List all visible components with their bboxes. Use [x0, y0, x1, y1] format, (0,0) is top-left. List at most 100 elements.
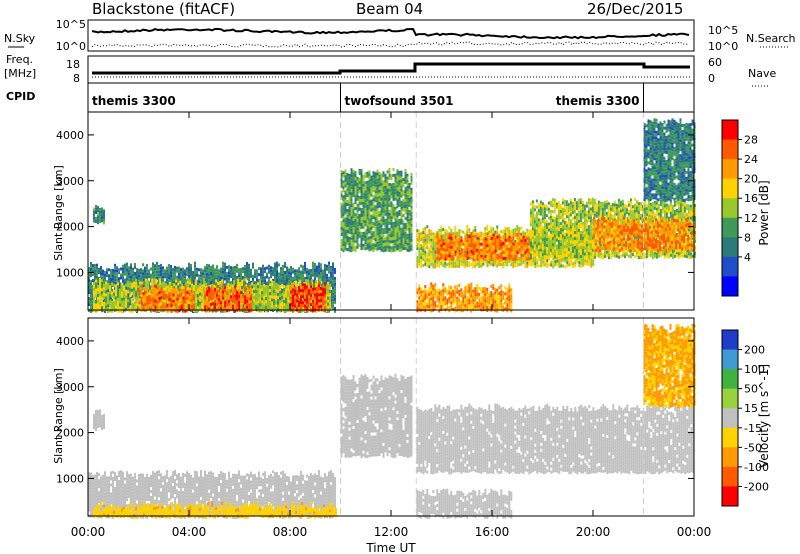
heatmap-cell: [496, 294, 499, 298]
heatmap-cell: [95, 219, 97, 223]
heatmap-cell: [257, 288, 260, 292]
heatmap-cell: [156, 298, 159, 302]
heatmap-cell: [510, 297, 513, 301]
heatmap-cell: [448, 294, 451, 298]
heatmap-cell: [382, 216, 385, 220]
heatmap-cell: [184, 294, 187, 298]
heatmap-cell: [214, 277, 216, 281]
heatmap-cell: [406, 197, 409, 201]
heatmap-cell: [260, 267, 262, 271]
heatmap-cell: [436, 260, 439, 264]
heatmap-cell: [274, 262, 276, 266]
heatmap-cell: [195, 309, 198, 313]
heatmap-cell: [334, 297, 336, 301]
heatmap-cell: [396, 172, 399, 176]
heatmap-cell: [332, 283, 334, 287]
heatmap-cell: [285, 309, 288, 313]
heatmap-cell: [222, 299, 225, 303]
heatmap-cell: [94, 263, 96, 267]
heatmap-cell: [318, 305, 320, 309]
heatmap-cell: [304, 279, 306, 283]
heatmap-cell: [360, 217, 363, 220]
heatmap-cell: [428, 259, 431, 263]
heatmap-cell: [334, 306, 336, 310]
heatmap-cell: [130, 263, 132, 267]
heatmap-cell: [494, 291, 497, 295]
heatmap-cell: [112, 280, 114, 284]
heatmap-cell: [152, 297, 155, 301]
heatmap-cell: [364, 247, 367, 251]
heatmap-cell: [170, 304, 173, 307]
heatmap-cell: [267, 291, 270, 295]
heatmap-cell: [154, 270, 156, 274]
heatmap-cell: [404, 193, 407, 196]
heatmap-cell: [376, 220, 379, 224]
heatmap-cell: [272, 273, 274, 276]
heatmap-cell: [292, 285, 294, 289]
heatmap-cell: [188, 274, 190, 278]
heatmap-cell: [290, 278, 292, 282]
heatmap-cell: [257, 285, 260, 289]
heatmap-cell: [438, 288, 441, 292]
heatmap-cell: [382, 174, 385, 178]
heatmap-cell: [456, 231, 459, 235]
heatmap-cell: [390, 213, 393, 217]
heatmap-cell: [203, 284, 206, 288]
heatmap-cell: [316, 301, 318, 305]
heatmap-cell: [474, 296, 477, 300]
heatmap-cell: [244, 286, 247, 290]
heatmap-cell: [352, 215, 355, 218]
heatmap-cell: [278, 302, 280, 306]
heatmap-cell: [380, 218, 383, 222]
heatmap-cell: [170, 310, 173, 313]
heatmap-cell: [200, 277, 202, 281]
heatmap-cell: [404, 205, 407, 208]
heatmap-cell: [162, 293, 165, 297]
heatmap-cell: [454, 225, 457, 229]
heatmap-cell: [508, 301, 511, 305]
heatmap-cell: [101, 309, 103, 313]
heatmap-cell: [396, 199, 399, 203]
heatmap-cell: [142, 292, 145, 296]
heatmap-cell: [362, 207, 365, 211]
heatmap-cell: [354, 246, 357, 250]
heatmap-cell: [388, 182, 391, 186]
heatmap-cell: [344, 220, 347, 224]
heatmap-cell: [362, 219, 365, 223]
heatmap-cell: [474, 228, 477, 232]
heatmap-cell: [422, 228, 425, 231]
heatmap-cell: [498, 298, 501, 301]
heatmap-cell: [294, 269, 296, 273]
heatmap-cell: [364, 238, 367, 242]
heatmap-cell: [243, 284, 246, 288]
heatmap-cell: [218, 275, 220, 279]
heatmap-cell: [172, 283, 174, 287]
heatmap-cell: [340, 184, 343, 188]
heatmap-cell: [384, 221, 387, 225]
heatmap-cell: [390, 192, 393, 196]
heatmap-cell: [396, 190, 399, 194]
heatmap-cell: [380, 179, 383, 183]
heatmap-cell: [240, 294, 243, 297]
heatmap-cell: [151, 284, 154, 288]
heatmap-cell: [140, 299, 143, 303]
heatmap-cell: [286, 269, 288, 273]
heatmap-cell: [420, 290, 423, 294]
heatmap-cell: [370, 226, 373, 230]
heatmap-cell: [139, 287, 142, 291]
heatmap-cell: [244, 307, 247, 311]
heatmap-cell: [418, 299, 421, 303]
heatmap-cell: [428, 256, 431, 260]
heatmap-cell: [222, 264, 224, 268]
heatmap-cell: [220, 301, 223, 305]
heatmap-cell: [486, 288, 489, 291]
heatmap-cell: [152, 303, 155, 307]
heatmap-cell: [456, 299, 459, 303]
heatmap-cell: [261, 294, 264, 298]
heatmap-cell: [478, 304, 481, 308]
heatmap-cell: [155, 281, 158, 285]
heatmap-cell: [284, 262, 286, 265]
heatmap-cell: [208, 279, 210, 283]
heatmap-cell: [301, 297, 304, 301]
heatmap-cell: [312, 302, 314, 306]
